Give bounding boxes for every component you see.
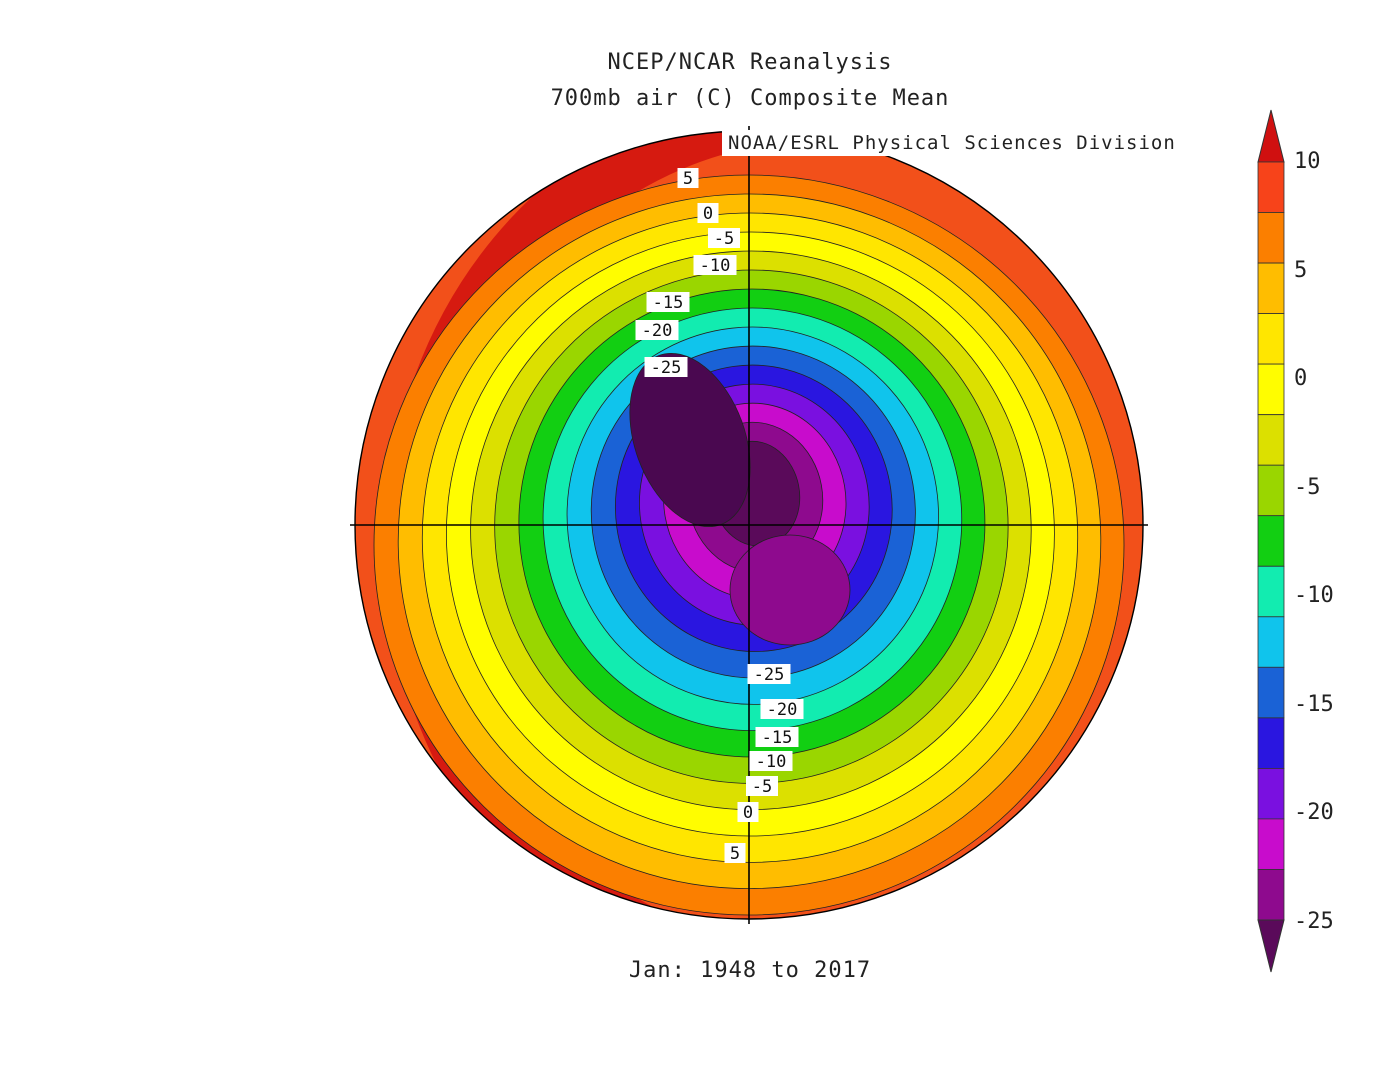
- svg-text:-15: -15: [762, 728, 793, 748]
- svg-text:-10: -10: [700, 256, 731, 276]
- colorbar-segment: [1257, 666, 1285, 719]
- cold-core: [729, 534, 851, 646]
- colorbar-top-arrow: [1257, 109, 1285, 163]
- colorbar-segment: [1257, 565, 1285, 618]
- colorbar-tick-label: -10: [1294, 583, 1334, 608]
- contour-label: -5: [708, 228, 740, 249]
- svg-text:-15: -15: [653, 293, 684, 313]
- contour-label: -25: [644, 357, 688, 378]
- colorbar-segment: [1257, 616, 1285, 668]
- credit-label: NOAA/ESRL Physical Sciences Division: [722, 130, 1182, 156]
- colorbar-segment: [1257, 717, 1285, 769]
- contour-label: 0: [737, 802, 759, 823]
- time-period-label: Jan: 1948 to 2017: [628, 958, 872, 983]
- colorbar-tick-label: -15: [1294, 692, 1334, 717]
- svg-text:0: 0: [743, 803, 753, 823]
- chart-subtitle: 700mb air (C) Composite Mean: [550, 86, 950, 111]
- colorbar-tick-label: 10: [1294, 149, 1321, 174]
- colorbar-tick-label: 5: [1294, 258, 1308, 283]
- contour-label: 5: [677, 168, 699, 189]
- contour-label: 0: [697, 203, 719, 224]
- colorbar-tick-label: -5: [1294, 475, 1321, 500]
- colorbar-segment: [1257, 869, 1285, 921]
- colorbar-segment: [1257, 414, 1285, 466]
- contour-label: -10: [693, 255, 737, 276]
- colorbar-segment: [1257, 313, 1285, 365]
- svg-text:0: 0: [703, 204, 713, 224]
- colorbar-segment: [1257, 363, 1285, 416]
- svg-text:-25: -25: [754, 665, 785, 685]
- contour-label: -15: [646, 292, 690, 313]
- svg-text:-5: -5: [714, 229, 734, 249]
- contour-label: -15: [755, 727, 799, 748]
- colorbar-segment: [1257, 161, 1285, 213]
- contour-label: 5: [724, 843, 746, 864]
- colorbar-segment: [1257, 515, 1285, 567]
- svg-text:5: 5: [730, 844, 740, 864]
- colorbar-segment: [1257, 768, 1285, 820]
- svg-text:5: 5: [683, 169, 693, 189]
- svg-text:-5: -5: [752, 777, 772, 797]
- contour-label: -20: [635, 320, 679, 341]
- colorbar-tick-label: -25: [1294, 909, 1334, 934]
- colorbar-tick-label: 0: [1294, 366, 1308, 391]
- colorbar-segment: [1257, 818, 1285, 870]
- svg-text:-20: -20: [767, 700, 798, 720]
- contour-label: -20: [760, 699, 804, 720]
- contour-label: -25: [747, 664, 791, 685]
- svg-text:-20: -20: [642, 321, 673, 341]
- contour-label: -10: [749, 751, 793, 772]
- contour-label: -5: [746, 776, 778, 797]
- chart-title: NCEP/NCAR Reanalysis: [607, 50, 893, 75]
- svg-text:-25: -25: [651, 358, 682, 378]
- colorbar-segment: [1257, 262, 1285, 315]
- colorbar-tick-label: -20: [1294, 800, 1334, 825]
- colorbar-segment: [1257, 464, 1285, 517]
- svg-text:-10: -10: [756, 752, 787, 772]
- colorbar-bottom-arrow: [1257, 919, 1285, 973]
- colorbar-segment: [1257, 212, 1285, 264]
